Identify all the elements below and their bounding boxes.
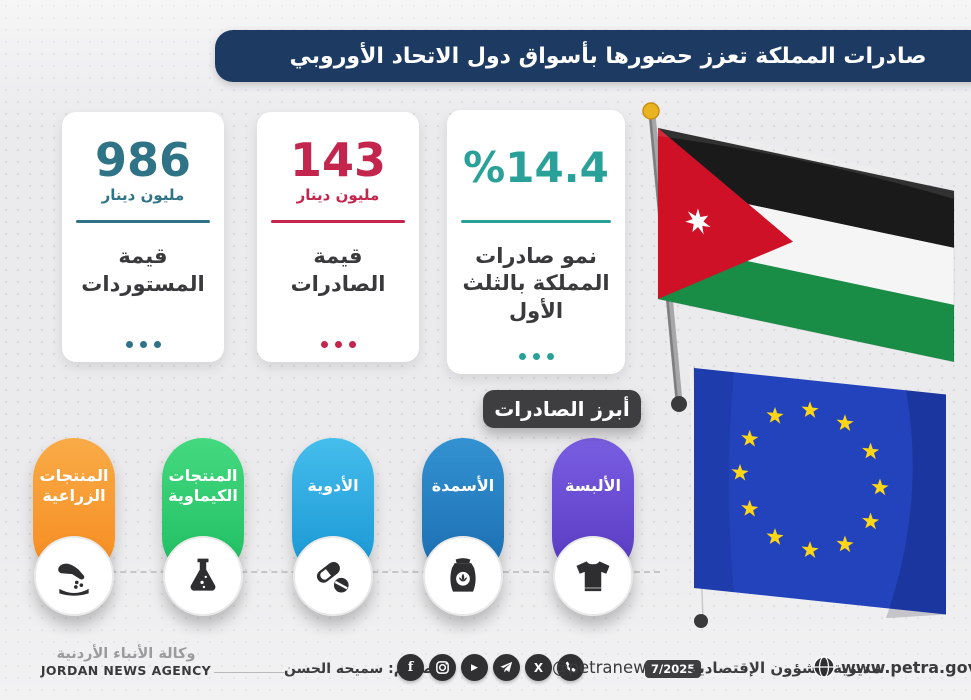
growth-label: نمو صادرات المملكة بالثلث الأول bbox=[462, 244, 610, 323]
social-icons-row: f ▶ X bbox=[397, 654, 584, 681]
telegram-icon bbox=[493, 654, 520, 681]
jordan-flag bbox=[657, 127, 955, 363]
category-label: الأدوية bbox=[307, 475, 359, 495]
website-url: www.petra.gov.jo bbox=[841, 658, 971, 677]
growth-value: %14.4 bbox=[463, 143, 609, 192]
exports-unit: مليون دينار bbox=[296, 186, 380, 205]
top-exports-label: أبرز الصادرات bbox=[494, 397, 630, 421]
date-badge: 7/2025 bbox=[645, 660, 702, 678]
divider bbox=[271, 220, 405, 224]
social-handle: @petranews bbox=[552, 658, 656, 677]
category-icon-circle bbox=[293, 536, 373, 616]
imports-value: 986 bbox=[94, 133, 192, 187]
category-label: المنتجات الكيماوية bbox=[168, 465, 238, 505]
jordan-star bbox=[685, 208, 711, 235]
category-clothing: الألبسة bbox=[552, 438, 634, 658]
footer-divider-line bbox=[214, 672, 284, 673]
stat-card-growth: %14.4 نمو صادرات المملكة بالثلث الأول bbox=[447, 110, 625, 374]
category-icon-circle bbox=[163, 536, 243, 616]
tshirt-icon bbox=[576, 561, 610, 592]
category-icon-circle bbox=[423, 536, 503, 616]
imports-unit: مليون دينار bbox=[101, 186, 185, 205]
divider bbox=[461, 220, 611, 224]
eu-flag bbox=[694, 367, 946, 619]
category-chemical-products: المنتجات الكيماوية bbox=[162, 438, 244, 658]
category-label: المنتجات الزراعية bbox=[39, 465, 109, 505]
category-agricultural-products: المنتجات الزراعية bbox=[33, 438, 115, 658]
youtube-icon: ▶ bbox=[461, 654, 488, 681]
exports-label: قيمة الصادرات bbox=[290, 244, 386, 296]
category-label: الألبسة bbox=[565, 475, 621, 495]
dots-decoration bbox=[320, 341, 356, 348]
category-icon-circle bbox=[553, 536, 633, 616]
whatsapp-icon bbox=[557, 654, 584, 681]
category-icon-circle bbox=[34, 536, 114, 616]
header-banner: صادرات المملكة تعزز حضورها بأسواق دول ال… bbox=[215, 30, 971, 82]
page-title: صادرات المملكة تعزز حضورها بأسواق دول ال… bbox=[289, 43, 927, 69]
imports-label: قيمة المستوردات bbox=[81, 244, 205, 296]
seeding-hand-icon bbox=[58, 563, 89, 596]
chemical-flask-icon bbox=[190, 558, 216, 591]
stat-card-imports: 986 مليون دينار قيمة المستوردات bbox=[62, 112, 224, 362]
facebook-icon: f bbox=[397, 654, 424, 681]
globe-icon bbox=[813, 656, 835, 682]
agency-logo-block: وكالة الأنباء الأردنية JORDAN NEWS AGENC… bbox=[40, 646, 212, 678]
fertilizer-bag-icon bbox=[450, 558, 476, 592]
category-label: الأسمدة bbox=[431, 475, 495, 495]
divider bbox=[76, 220, 210, 224]
top-exports-badge: أبرز الصادرات bbox=[483, 390, 641, 428]
category-medicines: الأدوية bbox=[292, 438, 374, 658]
pills-icon bbox=[316, 561, 349, 593]
dots-decoration bbox=[518, 353, 554, 360]
agency-name-arabic: وكالة الأنباء الأردنية bbox=[56, 646, 196, 662]
exports-value: 143 bbox=[289, 133, 387, 187]
dots-decoration bbox=[125, 341, 161, 348]
category-fertilizers: الأسمدة bbox=[422, 438, 504, 658]
agency-name-english: JORDAN NEWS AGENCY bbox=[40, 663, 212, 678]
x-icon: X bbox=[525, 654, 552, 681]
stat-card-exports: 143 مليون دينار قيمة الصادرات bbox=[257, 112, 419, 362]
instagram-icon bbox=[429, 654, 456, 681]
